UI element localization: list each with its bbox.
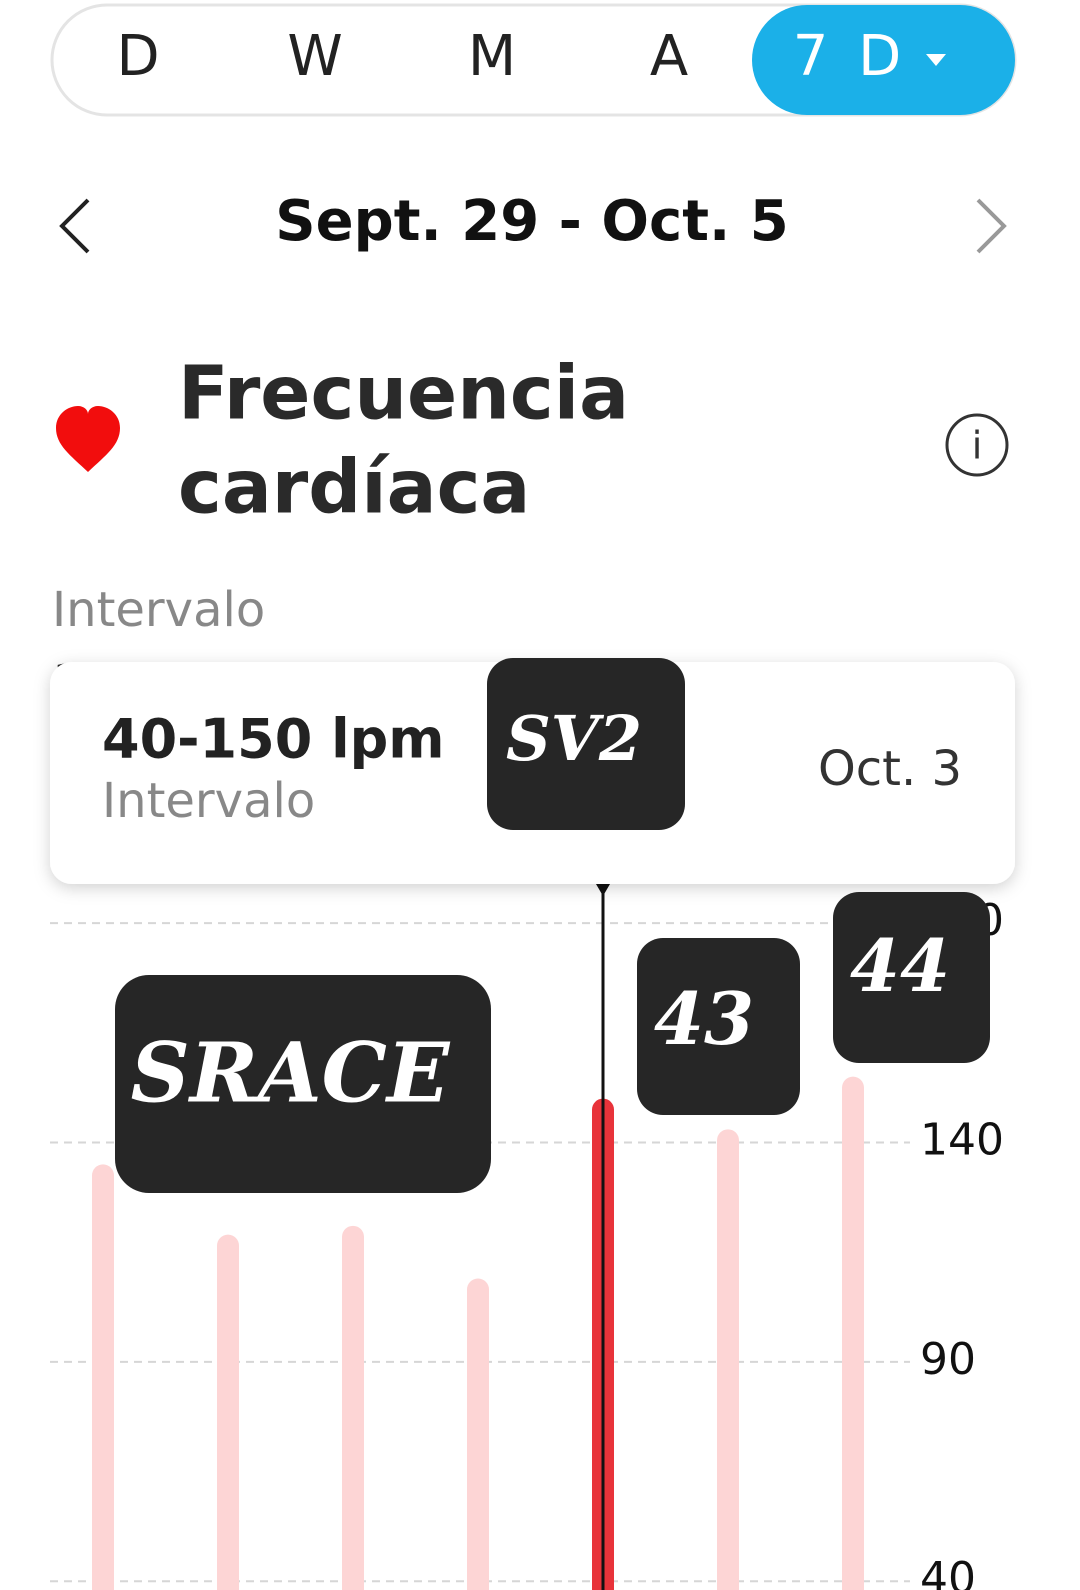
info-icon[interactable] <box>945 413 1009 477</box>
sticker-text: 43 <box>654 976 754 1061</box>
y-tick-label: 90 <box>920 1334 976 1385</box>
section-title: cardíaca <box>178 445 530 531</box>
bar <box>467 1278 489 1590</box>
tooltip-value: 40-150 lpm <box>102 708 445 771</box>
tooltip-date: Oct. 3 <box>818 741 962 797</box>
tooltip-label: Intervalo <box>102 773 315 829</box>
bar <box>92 1164 114 1590</box>
y-tick-label: 140 <box>920 1114 1004 1165</box>
tabs: D W M A 7 D <box>116 24 908 89</box>
info-icon-glyph: i <box>972 424 983 468</box>
y-tick-label: 40 <box>920 1553 976 1590</box>
sticker <box>637 938 800 1115</box>
tab-label[interactable]: W <box>287 24 342 89</box>
bar <box>717 1129 739 1590</box>
sticker-text: SV2 <box>506 702 642 775</box>
sticker <box>833 892 990 1063</box>
summary-label: Intervalo <box>52 582 265 638</box>
sticker-text: SRACE <box>131 1025 451 1121</box>
bar <box>342 1225 364 1590</box>
sticker-text: 44 <box>850 923 950 1008</box>
heart-icon <box>56 406 120 472</box>
tab-label[interactable]: A <box>650 24 688 89</box>
dropdown-arrow[interactable] <box>926 54 946 66</box>
tab-label[interactable]: D <box>116 24 159 89</box>
tab-label[interactable]: 7 D <box>793 24 908 89</box>
tab-label[interactable]: M <box>468 24 516 89</box>
active-tab[interactable] <box>752 5 1015 115</box>
sticker <box>487 658 685 830</box>
selection-marker <box>596 884 610 896</box>
next-button[interactable] <box>976 198 1007 254</box>
date-range: Sept. 29 - Oct. 5 <box>275 189 788 254</box>
bar <box>217 1234 239 1590</box>
bar <box>842 1076 864 1590</box>
prev-button[interactable] <box>59 198 90 254</box>
sticker <box>115 975 491 1193</box>
section-title: Frecuencia <box>178 351 629 437</box>
